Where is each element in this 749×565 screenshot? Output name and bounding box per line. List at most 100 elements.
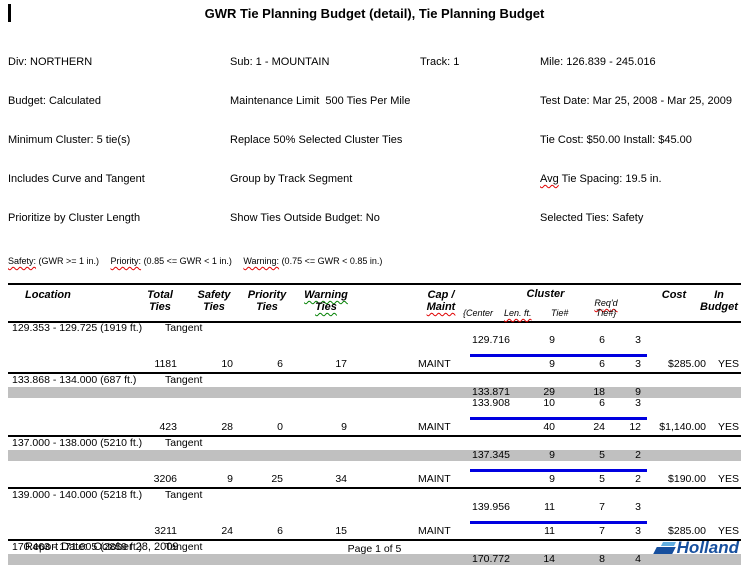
cluster-underline [470, 521, 647, 524]
segment-location: 133.868 - 134.000 (687 ft.) [12, 374, 137, 386]
segment-alignment: Tangent [165, 322, 203, 334]
col-safety-ties: Safety Ties [186, 289, 242, 313]
col-cap-line2: Maint [426, 301, 456, 313]
cluster-length-ft: 9 [549, 334, 555, 346]
section-divider [8, 487, 741, 489]
safety-ties-value: 10 [221, 358, 233, 370]
param-maintenance-limit: Maintenance Limit 500 Ties Per Mile [230, 95, 411, 107]
cluster-length-total: 40 [543, 421, 555, 433]
col-priority-ties: Priority Ties [238, 289, 296, 313]
summary-row: 3211 24 6 15 MAINT 11 7 3 $285.00 YES [8, 526, 741, 538]
parameters-middle-column: Sub: 1 - MOUNTAIN Maintenance Limit 500 … [230, 30, 420, 251]
spacer-row [8, 346, 741, 353]
cluster-underline [470, 417, 647, 420]
cluster-underline-row [8, 416, 741, 422]
total-ties-value: 3206 [153, 473, 177, 485]
total-ties-value: 1181 [154, 358, 177, 370]
cluster-row: 129.716 9 6 3 [8, 335, 741, 346]
cluster-reqd-tie-count: 3 [635, 501, 641, 513]
cap-maint-value: MAINT [418, 525, 451, 537]
cluster-length-ft: 14 [543, 553, 555, 565]
segment-row: 137.000 - 138.000 (5210 ft.) Tangent [8, 438, 741, 450]
in-budget-value: YES [718, 525, 740, 537]
warning-ties-value: 15 [335, 525, 347, 537]
safety-ties-value: 9 [227, 473, 233, 485]
cluster-underline-row [8, 353, 741, 359]
legend-warning-range: (0.75 <= GWR < 0.85 in.) [279, 256, 383, 266]
col-cluster-length: Len. ft. [504, 308, 532, 318]
segment-alignment: Tangent [165, 489, 203, 501]
param-replace-percent: Replace 50% Selected Cluster Ties [230, 134, 403, 146]
cap-maint-value: MAINT [418, 358, 451, 370]
cost-value: $190.00 [668, 473, 706, 485]
cluster-tie-count: 8 [599, 553, 605, 565]
summary-row: 3206 9 25 34 MAINT 9 5 2 $190.00 YES [8, 474, 741, 486]
col-inbudget-line2: Budget [700, 301, 738, 313]
legend-safety-range: (GWR >= 1 in.) [36, 256, 100, 266]
holland-logo-text: Holland [676, 538, 739, 557]
segment-location: 170.463 - 171.005 (2859 ft.) [12, 541, 143, 553]
param-test-date: Test Date: Mar 25, 2008 - Mar 25, 2009 [540, 95, 732, 107]
segment-alignment: Tangent [165, 437, 203, 449]
cluster-underline [470, 354, 647, 357]
col-total-line2: Ties [149, 301, 171, 313]
col-in-budget: In Budget [695, 289, 743, 313]
col-cluster-tie-count: Tie# [551, 308, 569, 318]
segment-alignment: Tangent [165, 541, 203, 553]
legend-safety-label: Safety: [8, 256, 37, 266]
cost-value: $1,140.00 [659, 421, 706, 433]
param-show-outside: Show Ties Outside Budget: No [230, 212, 380, 224]
segment-alignment: Tangent [165, 374, 203, 386]
col-cap-line1: Cap / [427, 289, 455, 301]
param-subdivision: Sub: 1 - MOUNTAIN [230, 56, 330, 68]
col-priority-line2: Ties [256, 301, 278, 313]
param-tie-cost: Tie Cost: $50.00 Install: $45.00 [540, 134, 692, 146]
spacer-row [8, 513, 741, 520]
page-number: Page 1 of 5 [347, 543, 402, 555]
cluster-center-mile: 133.908 [472, 397, 510, 409]
cluster-tie-total: 6 [599, 358, 605, 370]
cost-value: $285.00 [668, 358, 706, 370]
safety-ties-value: 24 [221, 525, 233, 537]
cluster-tie-total: 24 [593, 421, 605, 433]
legend-priority-range: (0.85 <= GWR < 1 in.) [141, 256, 232, 266]
cluster-center-mile: 139.956 [472, 501, 510, 513]
cluster-center-mile: 170.772 [472, 553, 510, 565]
in-budget-value: YES [718, 473, 740, 485]
segment-row: 139.000 - 140.000 (5218 ft.) Tangent [8, 490, 741, 502]
col-warning-line1: Warning [304, 289, 348, 301]
summary-row: 423 28 0 9 MAINT 40 24 12 $1,140.00 YES [8, 422, 741, 434]
cap-maint-value: MAINT [418, 421, 451, 433]
legend-warning-label: Warning: [243, 256, 280, 266]
segment-location: 139.000 - 140.000 (5218 ft.) [12, 489, 143, 501]
spacer-row [8, 461, 741, 468]
cluster-tie-total: 5 [599, 473, 605, 485]
cluster-reqd-tie-count: 4 [635, 553, 641, 565]
total-ties-value: 3211 [154, 525, 177, 537]
param-selected-ties: Selected Ties: Safety [540, 212, 644, 224]
cluster-length-ft: 29 [543, 386, 555, 398]
cluster-reqd-tie-count: 9 [635, 386, 641, 398]
cost-value: $285.00 [668, 525, 706, 537]
cluster-reqd-tie-count: 3 [635, 334, 641, 346]
summary-row: 1181 10 6 17 MAINT 9 6 3 $285.00 YES [8, 359, 741, 371]
param-prioritize: Prioritize by Cluster Length [8, 212, 141, 224]
cluster-row: 170.772 14 8 4 [8, 554, 741, 565]
section-divider [8, 435, 741, 437]
col-reqd-line1: Req'd [594, 298, 618, 308]
tie-budget-table: Location Total Ties Safety Ties Priority Ti… [8, 283, 741, 565]
cluster-center-mile: 137.345 [472, 449, 510, 461]
cluster-underline [470, 469, 647, 472]
col-reqd-line2: Tie#} [595, 308, 617, 318]
legend-priority: Priority: (0.85 <= GWR < 1 in.) [111, 256, 232, 266]
param-budget: Budget: Calculated [8, 95, 101, 107]
segment-location: 137.000 - 138.000 (5210 ft.) [12, 437, 143, 449]
col-cost: Cost [661, 289, 687, 301]
cluster-reqd-total: 3 [635, 525, 641, 537]
cluster-tie-count: 6 [599, 397, 605, 409]
total-ties-value: 423 [159, 421, 177, 433]
col-priority-line1: Priority [247, 289, 287, 301]
segment-row: 129.353 - 129.725 (1919 ft.) Tangent [8, 323, 741, 335]
report-title: GWR Tie Planning Budget (detail), Tie Pl… [204, 6, 545, 21]
